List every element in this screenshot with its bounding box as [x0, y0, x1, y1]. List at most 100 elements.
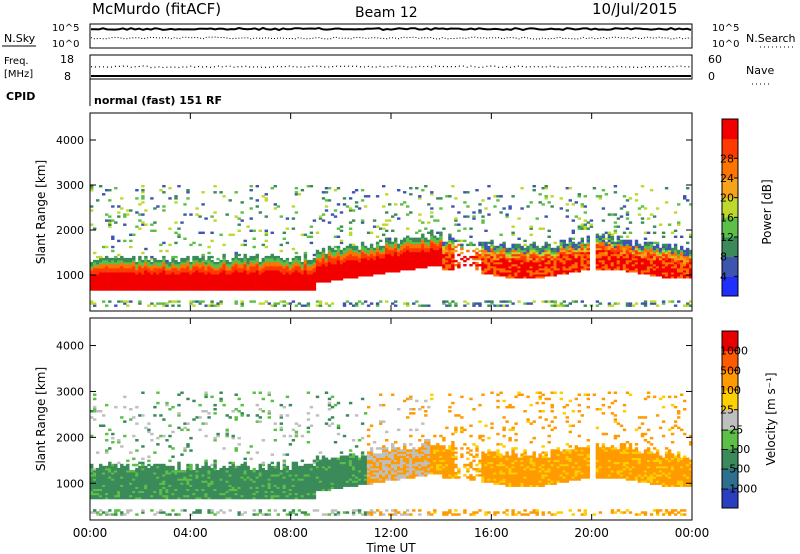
data-cell — [357, 207, 362, 210]
data-cell — [484, 300, 488, 303]
data-cell — [683, 257, 687, 261]
data-cell — [183, 494, 187, 498]
data-cell — [114, 484, 118, 487]
data-cell — [445, 266, 449, 269]
data-cell — [174, 261, 178, 265]
data-cell — [514, 247, 518, 251]
data-cell — [246, 225, 250, 228]
data-cell — [174, 272, 178, 275]
data-cell — [117, 470, 121, 473]
data-cell — [297, 274, 302, 277]
data-cell — [544, 268, 548, 271]
data-cell — [192, 486, 196, 489]
data-cell — [210, 255, 214, 259]
data-cell — [90, 410, 94, 413]
data-cell — [369, 251, 374, 255]
data-cell — [225, 432, 229, 436]
data-cell — [129, 270, 133, 273]
data-cell — [466, 243, 470, 247]
data-cell — [243, 467, 247, 471]
data-cell — [502, 300, 506, 303]
data-cell — [135, 288, 139, 291]
data-cell — [595, 266, 600, 269]
data-cell — [255, 478, 259, 481]
data-cell — [108, 480, 112, 483]
data-cell — [442, 249, 446, 253]
data-cell — [129, 488, 133, 492]
data-cell — [658, 253, 663, 257]
data-cell — [306, 235, 311, 238]
data-cell — [198, 416, 202, 419]
data-cell — [469, 255, 473, 259]
data-cell — [348, 249, 353, 253]
data-cell — [117, 492, 121, 496]
data-cell — [406, 227, 410, 230]
data-cell — [631, 266, 636, 269]
data-cell — [108, 490, 112, 494]
data-cell — [327, 257, 332, 261]
data-cell — [93, 268, 97, 271]
data-cell — [186, 266, 190, 269]
data-cell — [105, 467, 109, 471]
data-cell — [445, 249, 449, 253]
data-cell — [273, 266, 277, 269]
data-cell — [622, 245, 627, 249]
data-cell — [580, 259, 584, 263]
data-cell — [448, 251, 452, 255]
data-cell — [448, 264, 452, 267]
data-cell — [114, 280, 118, 283]
data-cell — [493, 245, 497, 249]
data-cell — [249, 264, 253, 267]
data-cell — [264, 274, 268, 277]
data-cell — [198, 492, 202, 496]
data-cell — [273, 274, 277, 277]
data-cell — [228, 288, 232, 291]
data-cell — [135, 476, 139, 479]
data-cell — [502, 268, 506, 271]
data-cell — [574, 245, 578, 249]
data-cell — [622, 247, 627, 251]
data-cell — [643, 270, 648, 273]
data-cell — [514, 259, 518, 263]
data-cell — [424, 261, 428, 265]
data-cell — [135, 211, 139, 214]
data-cell — [198, 486, 202, 489]
data-cell — [252, 474, 256, 477]
data-cell — [180, 272, 184, 275]
data-cell — [628, 239, 633, 243]
data-cell — [90, 472, 94, 475]
data-cell — [457, 229, 461, 232]
data-cell — [601, 264, 606, 267]
data-cell — [607, 257, 612, 261]
data-cell — [141, 476, 145, 479]
data-cell — [388, 251, 392, 255]
data-cell — [523, 268, 527, 271]
data-cell — [379, 272, 383, 275]
data-cell — [165, 476, 169, 479]
data-cell — [577, 227, 581, 230]
data-cell — [252, 229, 256, 232]
data-cell — [174, 478, 178, 481]
data-cell — [144, 488, 148, 492]
data-cell — [258, 494, 262, 498]
data-cell — [354, 268, 359, 271]
data-cell — [156, 282, 160, 285]
data-cell — [303, 274, 308, 277]
data-cell — [105, 280, 109, 283]
data-cell — [240, 261, 244, 265]
data-cell — [300, 261, 305, 265]
data-cell — [394, 213, 398, 216]
data-cell — [436, 241, 440, 245]
data-cell — [499, 274, 503, 277]
data-cell — [291, 261, 296, 265]
data-cell — [309, 270, 314, 273]
data-cell — [249, 270, 253, 273]
data-cell — [90, 187, 94, 190]
data-cell — [108, 225, 112, 228]
data-cell — [424, 243, 428, 247]
data-cell — [111, 474, 115, 477]
data-cell — [388, 203, 392, 206]
data-cell — [219, 488, 223, 492]
data-cell — [460, 245, 464, 249]
data-cell — [646, 243, 651, 247]
